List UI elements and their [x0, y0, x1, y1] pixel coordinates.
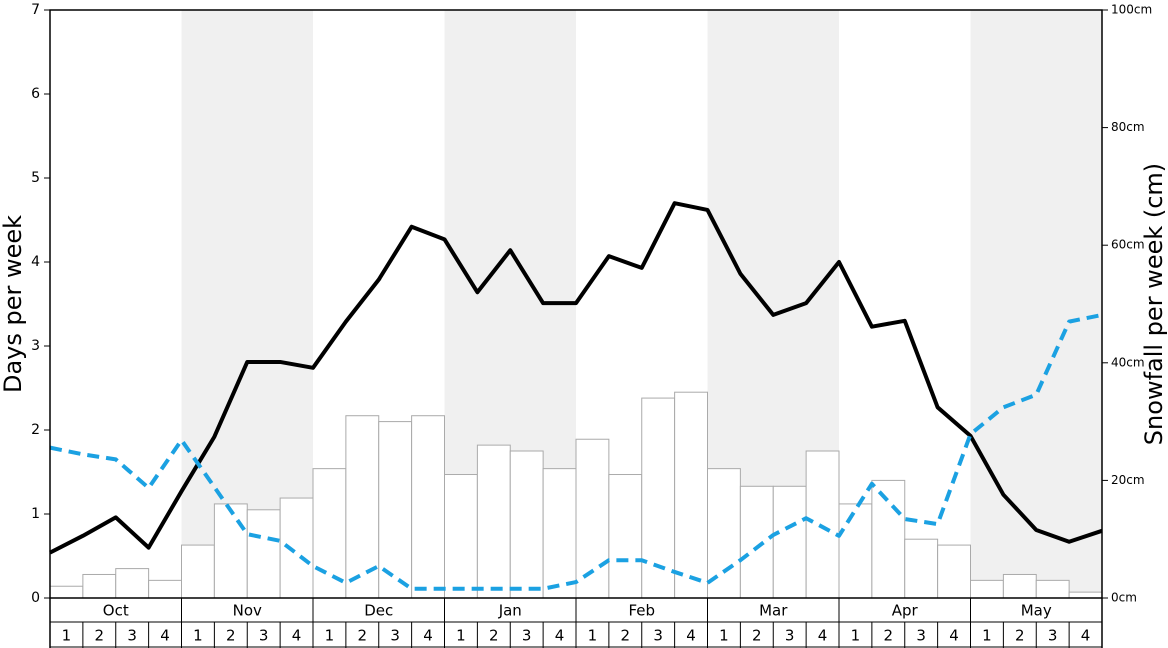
- bar: [805, 450, 840, 599]
- bar: [115, 568, 150, 599]
- bar: [871, 479, 906, 599]
- week-label: 3: [522, 627, 532, 645]
- y-tick-label: 2: [31, 422, 40, 438]
- week-label: 4: [160, 627, 170, 645]
- week-label: 2: [621, 627, 631, 645]
- week-label: 4: [686, 627, 696, 645]
- y2-tick-label: 60cm: [1111, 238, 1145, 252]
- bar: [1035, 579, 1070, 599]
- y2-tick-label: 40cm: [1111, 355, 1145, 369]
- week-label: 1: [588, 627, 598, 645]
- y-tick-label: 3: [31, 338, 40, 354]
- bar: [49, 585, 84, 599]
- week-label: 3: [390, 627, 400, 645]
- bar: [970, 579, 1004, 599]
- week-label: 3: [127, 627, 137, 645]
- y-tick-label: 7: [31, 2, 40, 18]
- bar: [509, 450, 544, 599]
- month-label: Feb: [628, 602, 655, 620]
- bar: [82, 573, 117, 599]
- bar: [279, 497, 314, 599]
- y-tick-label: 0: [31, 590, 40, 606]
- week-label: 1: [456, 627, 466, 645]
- y-tick-label: 1: [31, 506, 40, 522]
- bar: [181, 544, 215, 599]
- month-label: Mar: [759, 602, 788, 620]
- week-label: 4: [818, 627, 828, 645]
- month-label: Oct: [103, 602, 129, 620]
- bar: [148, 579, 182, 599]
- month-label: Nov: [233, 602, 262, 620]
- week-label: 3: [259, 627, 269, 645]
- week-label: 4: [1081, 627, 1091, 645]
- y2-axis-title: Snowfall per week (cm): [1140, 163, 1168, 445]
- bar: [444, 474, 478, 599]
- y-tick-label: 5: [31, 170, 40, 186]
- line: [49, 312, 1103, 591]
- y2-tick-label: 20cm: [1111, 473, 1145, 487]
- month-band: [970, 10, 1102, 598]
- week-label: 1: [193, 627, 203, 645]
- y2-tick-label: 0cm: [1111, 591, 1137, 605]
- week-label: 4: [423, 627, 433, 645]
- week-label: 2: [884, 627, 894, 645]
- bar: [411, 415, 445, 599]
- month-label: May: [1021, 602, 1052, 620]
- week-label: 2: [1015, 627, 1025, 645]
- week-label: 2: [358, 627, 368, 645]
- week-label: 1: [62, 627, 72, 645]
- y2-tick-label: 100cm: [1111, 3, 1152, 17]
- week-label: 3: [1048, 627, 1058, 645]
- bar: [608, 474, 643, 599]
- month-label: Jan: [498, 602, 522, 620]
- week-label: 1: [325, 627, 335, 645]
- y2-tick-label: 80cm: [1111, 120, 1145, 134]
- week-label: 2: [752, 627, 762, 645]
- bar: [904, 538, 939, 599]
- bar: [246, 509, 281, 599]
- month-label: Apr: [892, 602, 919, 620]
- bar: [838, 503, 873, 599]
- y-tick-label: 6: [31, 86, 40, 102]
- bar: [213, 503, 248, 599]
- week-label: 1: [982, 627, 992, 645]
- week-label: 3: [916, 627, 926, 645]
- bar: [476, 444, 511, 599]
- week-label: 4: [949, 627, 959, 645]
- week-label: 1: [719, 627, 729, 645]
- week-label: 4: [555, 627, 565, 645]
- bar: [542, 468, 577, 599]
- week-label: 1: [851, 627, 861, 645]
- bar: [1002, 573, 1037, 599]
- bar: [937, 544, 971, 599]
- y-tick-label: 4: [31, 254, 40, 270]
- week-label: 2: [226, 627, 236, 645]
- week-label: 2: [489, 627, 499, 645]
- bar: [575, 438, 610, 599]
- bar: [739, 485, 774, 599]
- week-label: 4: [292, 627, 302, 645]
- week-label: 2: [95, 627, 105, 645]
- y-axis-title: Days per week: [0, 215, 27, 393]
- month-label: Dec: [364, 602, 393, 620]
- week-label: 3: [785, 627, 795, 645]
- week-label: 3: [653, 627, 663, 645]
- line: [49, 201, 1103, 555]
- bar: [674, 391, 708, 599]
- bar: [772, 485, 807, 599]
- bar: [1068, 591, 1103, 599]
